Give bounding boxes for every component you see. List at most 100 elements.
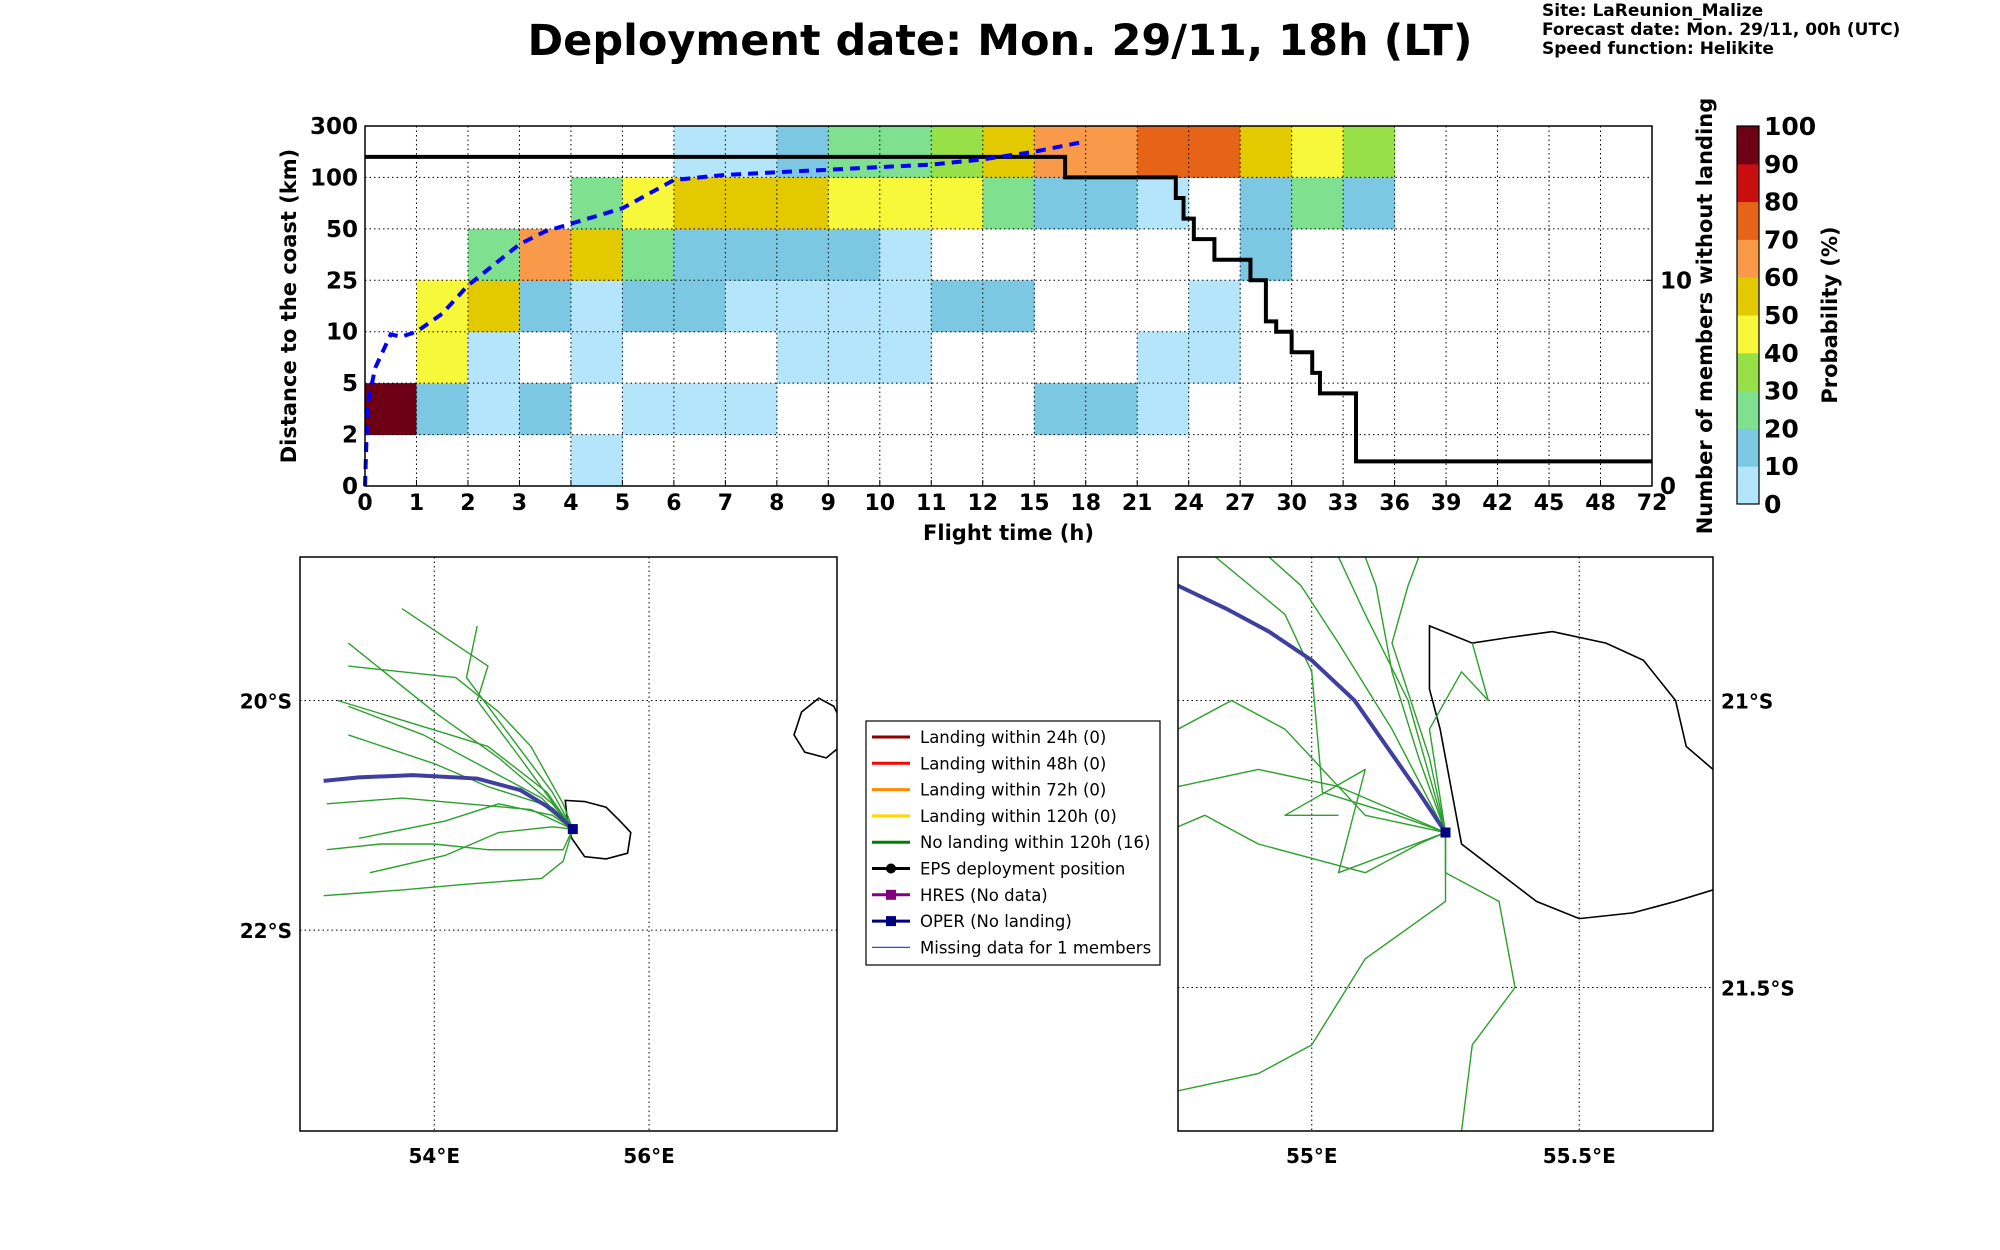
x-tick-label: 10 <box>864 491 895 516</box>
heatmap-cell <box>982 280 1035 333</box>
heatmap-cell <box>879 177 932 230</box>
ensemble-track <box>348 734 574 830</box>
heatmap-cell <box>467 383 520 436</box>
heatmap-plot: 0 1 2 3 4 5 6 7 8 9 10 11 12 15 18 21 24 27 30 33 36 39 42 45 48… <box>277 98 1717 545</box>
latitude-label: 20°S <box>240 690 292 714</box>
heatmap-cell <box>931 177 984 230</box>
colorbar-tick-label: 70 <box>1764 225 1799 254</box>
ensemble-track <box>1178 832 1447 1092</box>
heatmap-cell <box>879 280 932 333</box>
heatmap-cell <box>1085 126 1138 178</box>
longitude-label: 56°E <box>623 1144 675 1168</box>
site-label: Site: LaReunion_Malize <box>1542 1 1764 21</box>
heatmap-cell <box>673 280 726 333</box>
map-zoom: 55°E 55.5°E 21°S 21.5°S <box>1177 556 1795 1168</box>
x-tick-label: 42 <box>1482 491 1513 516</box>
heatmap-cell <box>1137 331 1190 384</box>
heatmap-cell <box>879 126 932 178</box>
heatmap-cell <box>1034 177 1087 230</box>
legend-marker <box>886 889 896 900</box>
x-tick-label: 18 <box>1070 491 1101 516</box>
heatmap-cell <box>416 383 469 436</box>
oper-track <box>323 773 575 831</box>
x-tick-label: 11 <box>916 491 947 516</box>
x-tick-label: 48 <box>1585 491 1616 516</box>
x-tick-label: 12 <box>967 491 998 516</box>
colorbar-tick-label: 30 <box>1764 377 1799 406</box>
colorbar-segment <box>1737 352 1759 392</box>
heatmap-cell <box>1034 383 1087 436</box>
x-tick-label: 21 <box>1122 491 1153 516</box>
heatmap-cell <box>828 331 881 384</box>
heatmap-cell <box>673 126 726 178</box>
legend-marker <box>886 916 896 927</box>
ensemble-track <box>326 797 574 830</box>
heatmap-cell <box>879 228 932 281</box>
legend-item-label: Landing within 48h (0) <box>920 754 1106 773</box>
y-tick-label: 5 <box>342 371 358 397</box>
ensemble-track <box>1391 557 1447 833</box>
heatmap-cell <box>673 383 726 436</box>
heatmap-cell <box>365 383 417 436</box>
heatmap-cell <box>1291 177 1344 230</box>
heatmap-cell <box>776 177 829 230</box>
heatmap-cell <box>1085 383 1138 436</box>
heatmap-cell <box>467 280 520 333</box>
ensemble-track <box>1428 642 1490 833</box>
heatmap-cell <box>519 228 572 281</box>
legend-marker <box>886 863 896 874</box>
ensemble-track <box>323 828 574 897</box>
colorbar-tick-label: 0 <box>1764 490 1781 519</box>
colorbar-tick-label: 80 <box>1764 188 1799 217</box>
heatmap-cell <box>570 434 623 487</box>
y2-axis-label: Number of members without landing <box>1693 98 1717 535</box>
legend-item-label: OPER (No landing) <box>920 912 1072 931</box>
legend-item-label: Landing within 24h (0) <box>920 728 1106 747</box>
colorbar-frame <box>1736 125 1760 505</box>
colorbar-tick-label: 20 <box>1764 414 1799 443</box>
ensemble-track <box>369 826 573 874</box>
heatmap-cell <box>1240 228 1293 281</box>
ensemble-track <box>1178 768 1446 834</box>
colorbar-segment <box>1737 239 1759 278</box>
heatmap-cell <box>1188 280 1241 333</box>
y-tick-label: 10 <box>326 320 358 346</box>
legend-item-label: Landing within 120h (0) <box>920 807 1117 826</box>
deployment-marker <box>567 824 578 835</box>
longitude-label: 55°E <box>1286 1144 1338 1168</box>
legend-item-label: HRES (No data) <box>920 886 1048 905</box>
ensemble-track <box>1284 768 1446 874</box>
heatmap-cell <box>725 280 778 333</box>
heatmap-cell <box>570 280 623 333</box>
colorbar-tick-label: 60 <box>1764 263 1799 292</box>
legend: Landing within 24h (0) Landing within 48h… <box>865 720 1161 966</box>
heatmap-cell <box>416 331 469 384</box>
colorbar-segment <box>1737 201 1759 240</box>
x-tick-label: 0 <box>357 491 372 516</box>
median-distance-curve <box>363 139 1087 487</box>
heatmap-cell <box>519 280 572 333</box>
x-tick-label: 39 <box>1431 491 1462 516</box>
ensemble-track <box>1337 557 1447 833</box>
heatmap-cell <box>1188 126 1241 178</box>
forecast-meta: Site: LaReunion_Malize Forecast date: Mo… <box>1542 2 1900 59</box>
x-axis-label: Flight time (h) <box>923 521 1094 545</box>
speed-function-label: Speed function: Helikite <box>1542 39 1774 59</box>
colorbar-segment <box>1737 126 1759 165</box>
x-tick-label: 36 <box>1379 491 1410 516</box>
ensemble-track <box>348 665 574 830</box>
heatmap-cell <box>931 126 984 178</box>
heatmap-cell <box>1343 126 1396 178</box>
legend-item-label: Missing data for 1 members <box>920 938 1151 957</box>
heatmap-cell <box>776 331 829 384</box>
members-without-landing-line <box>365 154 1652 464</box>
x-tick-label: 1 <box>409 491 424 516</box>
ensemble-track <box>1364 557 1447 833</box>
y-tick-label: 0 <box>342 474 358 500</box>
latitude-label: 21°S <box>1721 690 1773 714</box>
legend-item-label: EPS deployment position <box>920 860 1125 879</box>
map-content <box>300 557 837 1131</box>
heatmap-cell <box>519 383 572 436</box>
colorbar-tick-label: 10 <box>1764 452 1799 481</box>
x-tick-label: 30 <box>1276 491 1307 516</box>
